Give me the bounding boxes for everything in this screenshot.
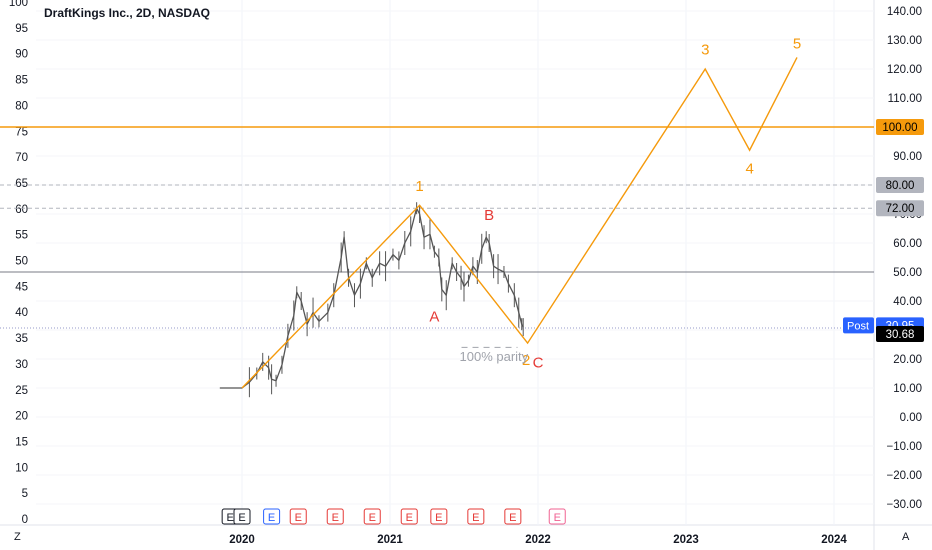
price-badge-label: 100.00	[882, 122, 917, 134]
wave-label: 4	[745, 160, 753, 177]
earnings-marker-label: E	[268, 512, 275, 524]
x-tick-label: 2024	[821, 534, 847, 546]
right-tick-label: 90.00	[893, 151, 922, 163]
left-tick-label: 65	[15, 178, 28, 190]
left-tick-label: 85	[15, 75, 28, 87]
x-tick-label: 2020	[229, 534, 255, 546]
right-tick-label: 110.00	[888, 93, 922, 105]
left-tick-label: 45	[15, 281, 28, 293]
wave-label: 1	[415, 178, 423, 195]
earnings-marker-label: E	[369, 512, 376, 524]
price-badge	[876, 177, 924, 193]
left-tick-label: 90	[15, 49, 28, 61]
price-badge	[876, 119, 924, 135]
left-tick-label: 55	[15, 230, 28, 242]
earnings-marker-label: E	[509, 512, 516, 524]
left-tick-label: 35	[15, 333, 28, 345]
right-tick-label: 10.00	[893, 383, 922, 395]
auto-scale-button[interactable]: A	[902, 531, 910, 543]
left-tick-label: 25	[15, 385, 28, 397]
earnings-marker-label: E	[435, 512, 442, 524]
price-badge-label: 80.00	[886, 180, 915, 192]
left-tick-label: 30	[15, 359, 28, 371]
price-badge	[876, 326, 924, 343]
right-tick-label: 40.00	[893, 296, 922, 308]
right-tick-label: 20.00	[893, 354, 922, 366]
earnings-marker[interactable]	[326, 508, 344, 525]
x-tick-label: 2021	[377, 534, 403, 546]
post-badge-label: Post	[847, 320, 869, 332]
earnings-marker[interactable]	[233, 508, 251, 525]
left-tick-label: 60	[15, 204, 28, 216]
right-tick-label: 120.00	[887, 64, 922, 76]
right-tick-label: −20.00	[887, 470, 923, 482]
right-tick-label: −10.00	[887, 441, 923, 453]
left-tick-label: 10	[15, 462, 28, 474]
chart-title: DraftKings Inc., 2D, NASDAQ	[44, 6, 211, 20]
left-tick-label: 80	[15, 100, 28, 112]
left-tick-label: 0	[22, 514, 28, 526]
wave-label: 5	[793, 36, 801, 53]
price-badge-label: 72.00	[886, 203, 915, 215]
earnings-marker-label: E	[554, 512, 561, 524]
left-tick-label: 20	[15, 411, 28, 423]
wave-label: A	[429, 308, 439, 325]
left-tick-label: 70	[15, 152, 28, 164]
earnings-marker[interactable]	[467, 508, 485, 525]
parity-label: 100% parity	[460, 349, 529, 364]
left-tick-label: 95	[15, 23, 28, 35]
earnings-marker[interactable]	[430, 508, 448, 525]
earnings-marker-label: E	[406, 512, 413, 524]
right-tick-label: 140.00	[887, 6, 922, 18]
earnings-marker[interactable]	[289, 508, 307, 525]
post-badge	[843, 317, 874, 334]
left-tick-label: 100	[9, 0, 28, 9]
price-badge-label: 30.68	[886, 329, 915, 341]
left-tick-label: 50	[15, 256, 28, 268]
left-tick-label: 5	[22, 488, 28, 500]
right-tick-label: 60.00	[893, 238, 922, 250]
zoom-button[interactable]: Z	[14, 531, 21, 543]
earnings-marker-label: E	[295, 512, 302, 524]
earnings-marker[interactable]	[363, 508, 381, 525]
earnings-marker[interactable]	[400, 508, 418, 525]
earnings-marker-label: E	[226, 512, 233, 524]
wave-projection-line	[241, 57, 798, 389]
right-tick-label: 50.00	[893, 267, 922, 279]
earnings-marker-label: E	[472, 512, 479, 524]
left-tick-label: 40	[15, 307, 28, 319]
x-tick-label: 2023	[673, 534, 699, 546]
price-series-line	[219, 207, 524, 389]
wave-label: B	[484, 207, 494, 224]
earnings-marker-label: E	[332, 512, 339, 524]
left-tick-label: 15	[15, 436, 28, 448]
wave-label: 3	[701, 42, 709, 59]
earnings-marker[interactable]	[504, 508, 522, 525]
wave-label: 2	[522, 352, 530, 369]
earnings-marker-label: E	[238, 512, 245, 524]
wave-label: C	[533, 355, 544, 372]
earnings-marker[interactable]	[263, 508, 281, 525]
right-tick-label: 0.00	[900, 412, 922, 424]
price-badge	[876, 200, 924, 217]
earnings-marker[interactable]	[548, 508, 566, 525]
right-tick-label: −30.00	[887, 499, 923, 511]
right-tick-label: 130.00	[887, 35, 922, 47]
x-tick-label: 2022	[525, 534, 551, 546]
left-tick-label: 75	[15, 126, 28, 138]
